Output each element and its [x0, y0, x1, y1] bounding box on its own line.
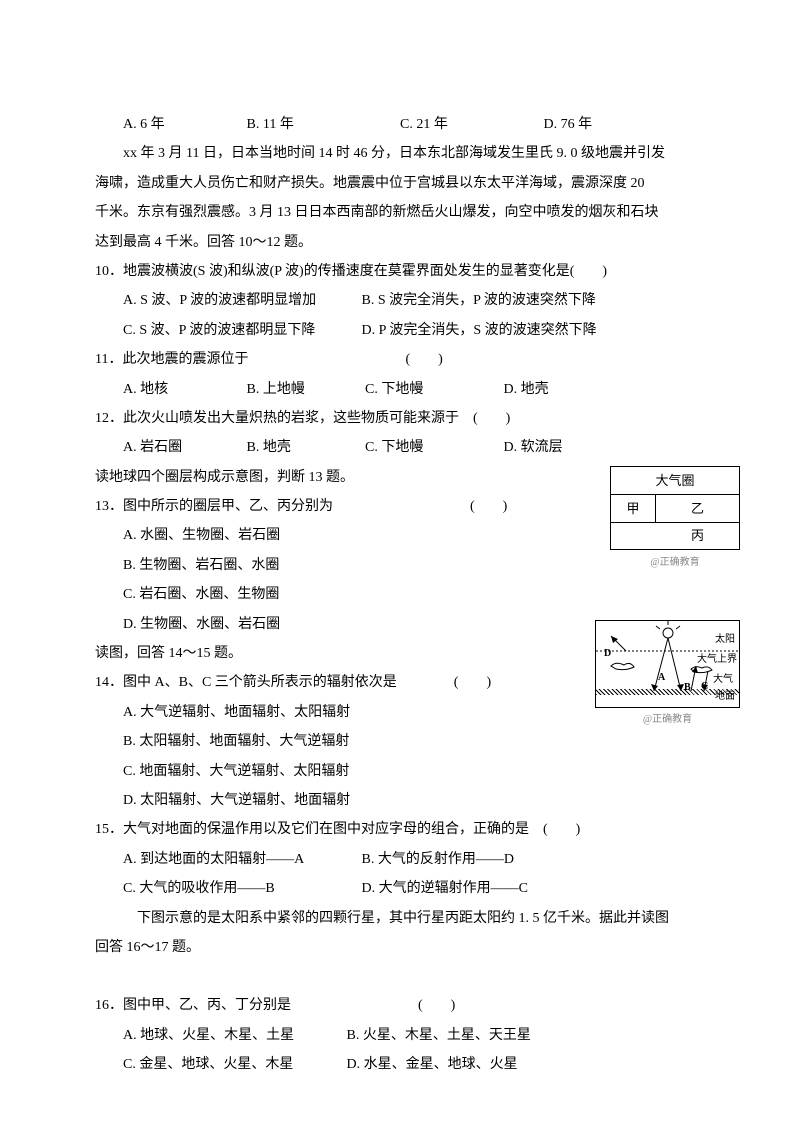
- opt-b: B. 11 年: [247, 110, 397, 139]
- q12-stem: 12．此次火山喷发出大量炽热的岩浆，这些物质可能来源于 ( ): [95, 404, 705, 433]
- q16-row1: A. 地球、火星、木星、土星 B. 火星、木星、土星、天王星: [95, 1021, 705, 1050]
- q11-d: D. 地壳: [504, 375, 549, 404]
- radiation-diagram: 太阳 大气上界 大气 地面 A B C D @正确教育: [595, 620, 740, 730]
- q12-b: B. 地壳: [247, 433, 362, 462]
- q16-a: A. 地球、火星、木星、土星: [123, 1021, 343, 1050]
- passage1-l4: 达到最高 4 千米。回答 10～12 题。: [95, 228, 705, 257]
- q11-stem: 11．此次地震的震源位于 ( ): [95, 345, 705, 374]
- q15-d: D. 大气的逆辐射作用——C: [362, 874, 528, 903]
- q15-b: B. 大气的反射作用——D: [362, 845, 514, 874]
- q12-opts: A. 岩石圈 B. 地壳 C. 下地幔 D. 软流层: [95, 433, 705, 462]
- passage1-l2: 海啸，造成重大人员伤亡和财产损失。地震震中位于宫城县以东太平洋海域，震源深度 2…: [95, 169, 705, 198]
- label-A: A: [658, 667, 665, 688]
- q11-opts: A. 地核 B. 上地幔 C. 下地幔 D. 地壳: [95, 375, 705, 404]
- year-options: A. 6 年 B. 11 年 C. 21 年 D. 76 年: [95, 110, 705, 139]
- q16-row2: C. 金星、地球、火星、木星 D. 水星、金星、地球、火星: [95, 1050, 705, 1079]
- ground-hatch: [596, 689, 739, 695]
- q10-b: B. S 波完全消失，P 波的波速突然下降: [362, 286, 596, 315]
- passage4-l1: 下图示意的是太阳系中紧邻的四颗行星，其中行星丙距太阳约 1. 5 亿千米。据此并…: [95, 904, 705, 933]
- passage1-l1: xx 年 3 月 11 日，日本当地时间 14 时 46 分，日本东北部海域发生…: [95, 139, 705, 168]
- q12-c: C. 下地幔: [365, 433, 500, 462]
- q15-stem: 15．大气对地面的保温作用以及它们在图中对应字母的组合，正确的是 ( ): [95, 815, 705, 844]
- q10-stem: 10．地震波横波(S 波)和纵波(P 波)的传播速度在莫霍界面处发生的显著变化是…: [95, 257, 705, 286]
- sphere-atmosphere: 大气圈: [611, 467, 739, 495]
- q16-b: B. 火星、木星、土星、天王星: [347, 1021, 531, 1050]
- opt-c: C. 21 年: [400, 110, 540, 139]
- sphere-jia: 甲: [611, 495, 656, 522]
- diagram2-caption: @正确教育: [595, 709, 740, 730]
- sphere-yi: 乙: [656, 495, 739, 522]
- q14-c: C. 地面辐射、大气逆辐射、太阳辐射: [95, 757, 705, 786]
- q13-c: C. 岩石圈、水圈、生物圈: [95, 580, 705, 609]
- q11-a: A. 地核: [123, 375, 243, 404]
- label-upper: 大气上界: [697, 649, 737, 670]
- q10-c: C. S 波、P 波的波速都明显下降: [123, 316, 358, 345]
- q16-d: D. 水星、金星、地球、火星: [347, 1050, 518, 1079]
- q12-d: D. 软流层: [504, 433, 563, 462]
- q15-c: C. 大气的吸收作用——B: [123, 874, 358, 903]
- q16-c: C. 金星、地球、火星、木星: [123, 1050, 343, 1079]
- diagram1-caption: @正确教育: [610, 552, 740, 573]
- q10-d: D. P 波完全消失，S 波的波速突然下降: [362, 316, 597, 345]
- sphere-bing: 丙: [611, 523, 739, 549]
- q15-row1: A. 到达地面的太阳辐射——A B. 大气的反射作用——D: [95, 845, 705, 874]
- q14-d: D. 太阳辐射、大气逆辐射、地面辐射: [95, 786, 705, 815]
- passage4-l2: 回答 16～17 题。: [95, 933, 705, 962]
- q15-row2: C. 大气的吸收作用——B D. 大气的逆辐射作用——C: [95, 874, 705, 903]
- earth-spheres-diagram: 大气圈 甲 乙 丙 @正确教育: [610, 466, 740, 573]
- q14-b: B. 太阳辐射、地面辐射、大气逆辐射: [95, 727, 705, 756]
- opt-d: D. 76 年: [544, 110, 593, 139]
- q11-c: C. 下地幔: [365, 375, 500, 404]
- q10-row2: C. S 波、P 波的波速都明显下降 D. P 波完全消失，S 波的波速突然下降: [95, 316, 705, 345]
- passage1-l3: 千米。东京有强烈震感。3 月 13 日日本西南部的新燃岳火山爆发，向空中喷发的烟…: [95, 198, 705, 227]
- opt-a: A. 6 年: [123, 110, 243, 139]
- q16-stem: 16．图中甲、乙、丙、丁分别是 ( ): [95, 991, 705, 1020]
- q12-a: A. 岩石圈: [123, 433, 243, 462]
- q11-b: B. 上地幔: [247, 375, 362, 404]
- q10-row1: A. S 波、P 波的波速都明显增加 B. S 波完全消失，P 波的波速突然下降: [95, 286, 705, 315]
- q15-a: A. 到达地面的太阳辐射——A: [123, 845, 358, 874]
- label-D: D: [604, 643, 611, 664]
- label-sun: 太阳: [715, 629, 735, 650]
- q10-a: A. S 波、P 波的波速都明显增加: [123, 286, 358, 315]
